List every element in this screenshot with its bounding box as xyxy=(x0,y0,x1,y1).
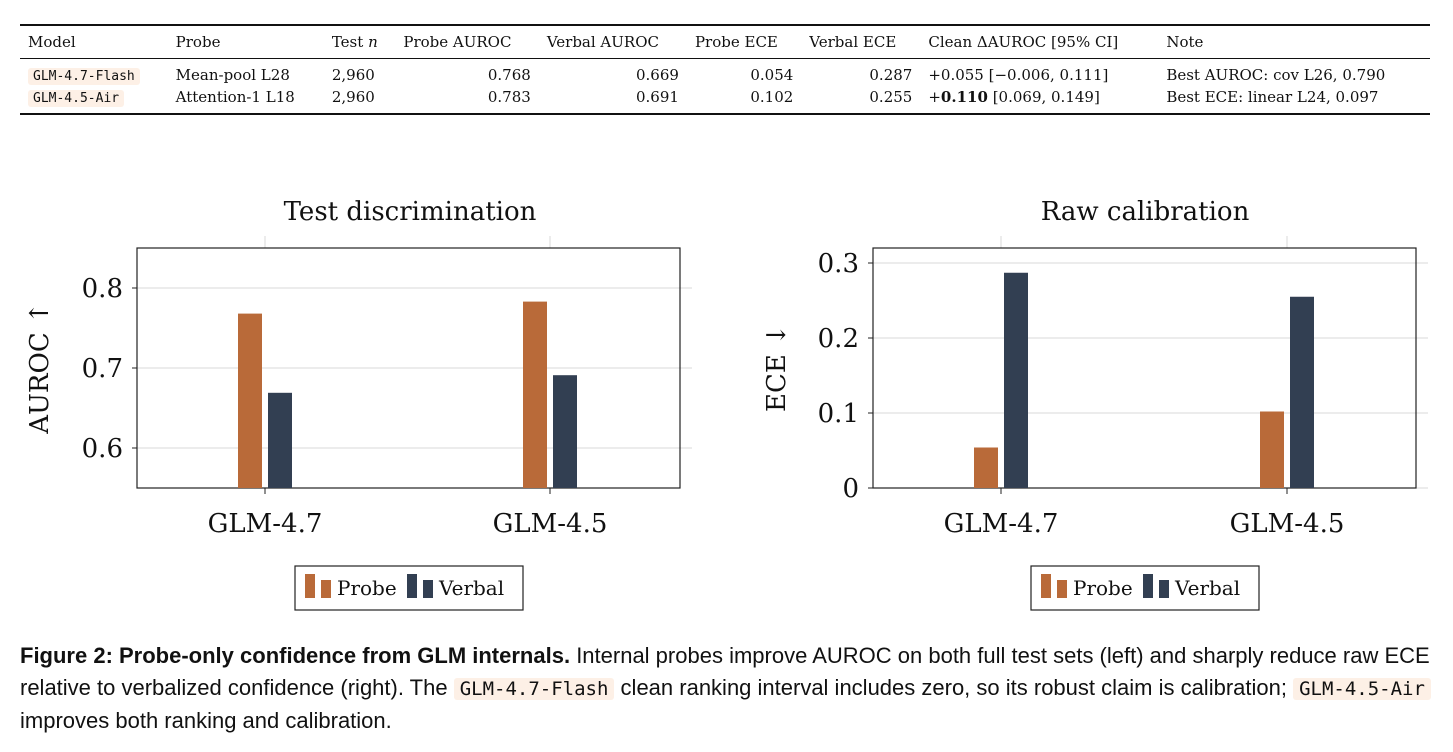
bar-probe xyxy=(238,313,262,488)
table-row: GLM-4.5-Air Attention-1 L18 2,960 0.783 … xyxy=(20,86,1430,114)
delta-ci: [0.069, 0.149] xyxy=(992,88,1100,106)
figure-charts: 0.6 0.7 0.8 GLM-4.7 GLM-4.5 Test discriminati… xyxy=(25,197,1428,611)
cell-probe-ece: 0.054 xyxy=(750,66,794,84)
legend-swatch-verbal xyxy=(1143,574,1153,598)
caption-text-2: clean ranking interval includes zero, so… xyxy=(614,675,1294,700)
legend-swatch-verbal xyxy=(423,580,433,598)
plot-frame xyxy=(872,247,1417,489)
legend-swatch-probe xyxy=(305,574,315,598)
model-name-code: GLM-4.7-Flash xyxy=(28,68,140,85)
bar-probe xyxy=(974,447,998,488)
cell-probe-ece: 0.102 xyxy=(750,88,794,106)
y-axis-label: AUROC ↑ xyxy=(25,302,55,435)
cell-n: 2,960 xyxy=(331,88,375,106)
cell-delta: +0.055 [−0.006, 0.111] xyxy=(920,59,1158,87)
col-test-n: Test n xyxy=(324,25,396,59)
col-note: Note xyxy=(1166,33,1204,51)
cell-probe: Mean-pool L28 xyxy=(175,66,290,84)
legend-swatch-probe xyxy=(321,580,331,598)
results-table: Model Probe Test n Probe AUROC Verbal AU… xyxy=(20,24,1430,115)
bar-probe xyxy=(1260,411,1284,488)
col-probe-auroc: Probe AUROC xyxy=(403,33,512,51)
legend-label-probe: Probe xyxy=(337,576,397,600)
caption-code-1: GLM-4.7-Flash xyxy=(453,678,615,700)
legend-swatch-probe xyxy=(1057,580,1067,598)
y-tick-label: 0.3 xyxy=(818,249,859,279)
y-tick-label: 0 xyxy=(842,474,859,504)
bar-verbal xyxy=(553,375,577,488)
caption-code-2: GLM-4.5-Air xyxy=(1293,678,1431,700)
y-tick-label: 0.2 xyxy=(818,324,859,354)
col-probe: Probe xyxy=(175,33,221,51)
col-verbal-auroc: Verbal AUROC xyxy=(546,33,659,51)
cell-n: 2,960 xyxy=(331,66,375,84)
col-test-n-var: n xyxy=(368,33,378,51)
delta-sign: + xyxy=(928,88,941,106)
chart-title: Test discrimination xyxy=(284,197,537,227)
legend-label-probe: Probe xyxy=(1073,576,1133,600)
caption-label: Figure 2: Probe-only confidence from GLM… xyxy=(20,643,571,668)
col-delta-auroc: Clean ΔAUROC [95% CI] xyxy=(928,33,1119,51)
cell-verbal-ece: 0.255 xyxy=(869,88,913,106)
bar-probe xyxy=(523,301,547,488)
table-header-row: Model Probe Test n Probe AUROC Verbal AU… xyxy=(20,25,1430,59)
bar-verbal xyxy=(268,392,292,488)
col-model: Model xyxy=(28,33,76,51)
bar-verbal xyxy=(1004,272,1028,488)
cell-probe-auroc: 0.768 xyxy=(487,66,531,84)
col-probe-ece: Probe ECE xyxy=(694,33,778,51)
x-tick-label: GLM-4.7 xyxy=(208,509,323,539)
chart-title: Raw calibration xyxy=(1041,197,1250,227)
col-verbal-ece: Verbal ECE xyxy=(809,33,897,51)
cell-verbal-auroc: 0.691 xyxy=(636,88,679,106)
x-tick-label: GLM-4.5 xyxy=(493,509,608,539)
delta-value: +0.055 xyxy=(928,66,984,84)
x-tick-label: GLM-4.7 xyxy=(944,509,1059,539)
cell-model: GLM-4.7-Flash xyxy=(20,59,168,87)
caption-text-3: improves both ranking and calibration. xyxy=(20,708,392,733)
caption-text-1: Internal probes improve AUROC on both fu… xyxy=(20,643,1430,700)
cell-note: Best ECE: linear L24, 0.097 xyxy=(1166,88,1379,106)
y-tick-label: 0.8 xyxy=(82,274,123,304)
legend-swatch-verbal xyxy=(1159,580,1169,598)
cell-model: GLM-4.5-Air xyxy=(20,86,168,114)
y-tick-label: 0.1 xyxy=(818,399,859,429)
bar-verbal xyxy=(1290,296,1314,488)
legend-swatch-probe xyxy=(1041,574,1051,598)
cell-verbal-auroc: 0.669 xyxy=(636,66,679,84)
cell-verbal-ece: 0.287 xyxy=(869,66,913,84)
y-tick-label: 0.7 xyxy=(82,354,123,384)
legend-label-verbal: Verbal xyxy=(1174,576,1240,600)
results-table-container: Model Probe Test n Probe AUROC Verbal AU… xyxy=(20,24,1430,115)
cell-probe-auroc: 0.783 xyxy=(487,88,531,106)
model-name-code: GLM-4.5-Air xyxy=(28,90,125,107)
delta-ci: [−0.006, 0.111] xyxy=(988,66,1109,84)
figure-caption: Figure 2: Probe-only confidence from GLM… xyxy=(20,640,1440,737)
cell-delta: +0.110 [0.069, 0.149] xyxy=(920,86,1158,114)
col-test-n-prefix: Test xyxy=(331,33,369,51)
cell-note: Best AUROC: cov L26, 0.790 xyxy=(1166,66,1386,84)
y-axis-label: ECE ↓ xyxy=(762,324,792,412)
table-row: GLM-4.7-Flash Mean-pool L28 2,960 0.768 … xyxy=(20,59,1430,87)
delta-value-bold: 0.110 xyxy=(940,88,988,106)
y-tick-label: 0.6 xyxy=(82,434,123,464)
legend-swatch-verbal xyxy=(407,574,417,598)
legend-label-verbal: Verbal xyxy=(438,576,504,600)
x-tick-label: GLM-4.5 xyxy=(1230,509,1345,539)
cell-probe: Attention-1 L18 xyxy=(175,88,295,106)
